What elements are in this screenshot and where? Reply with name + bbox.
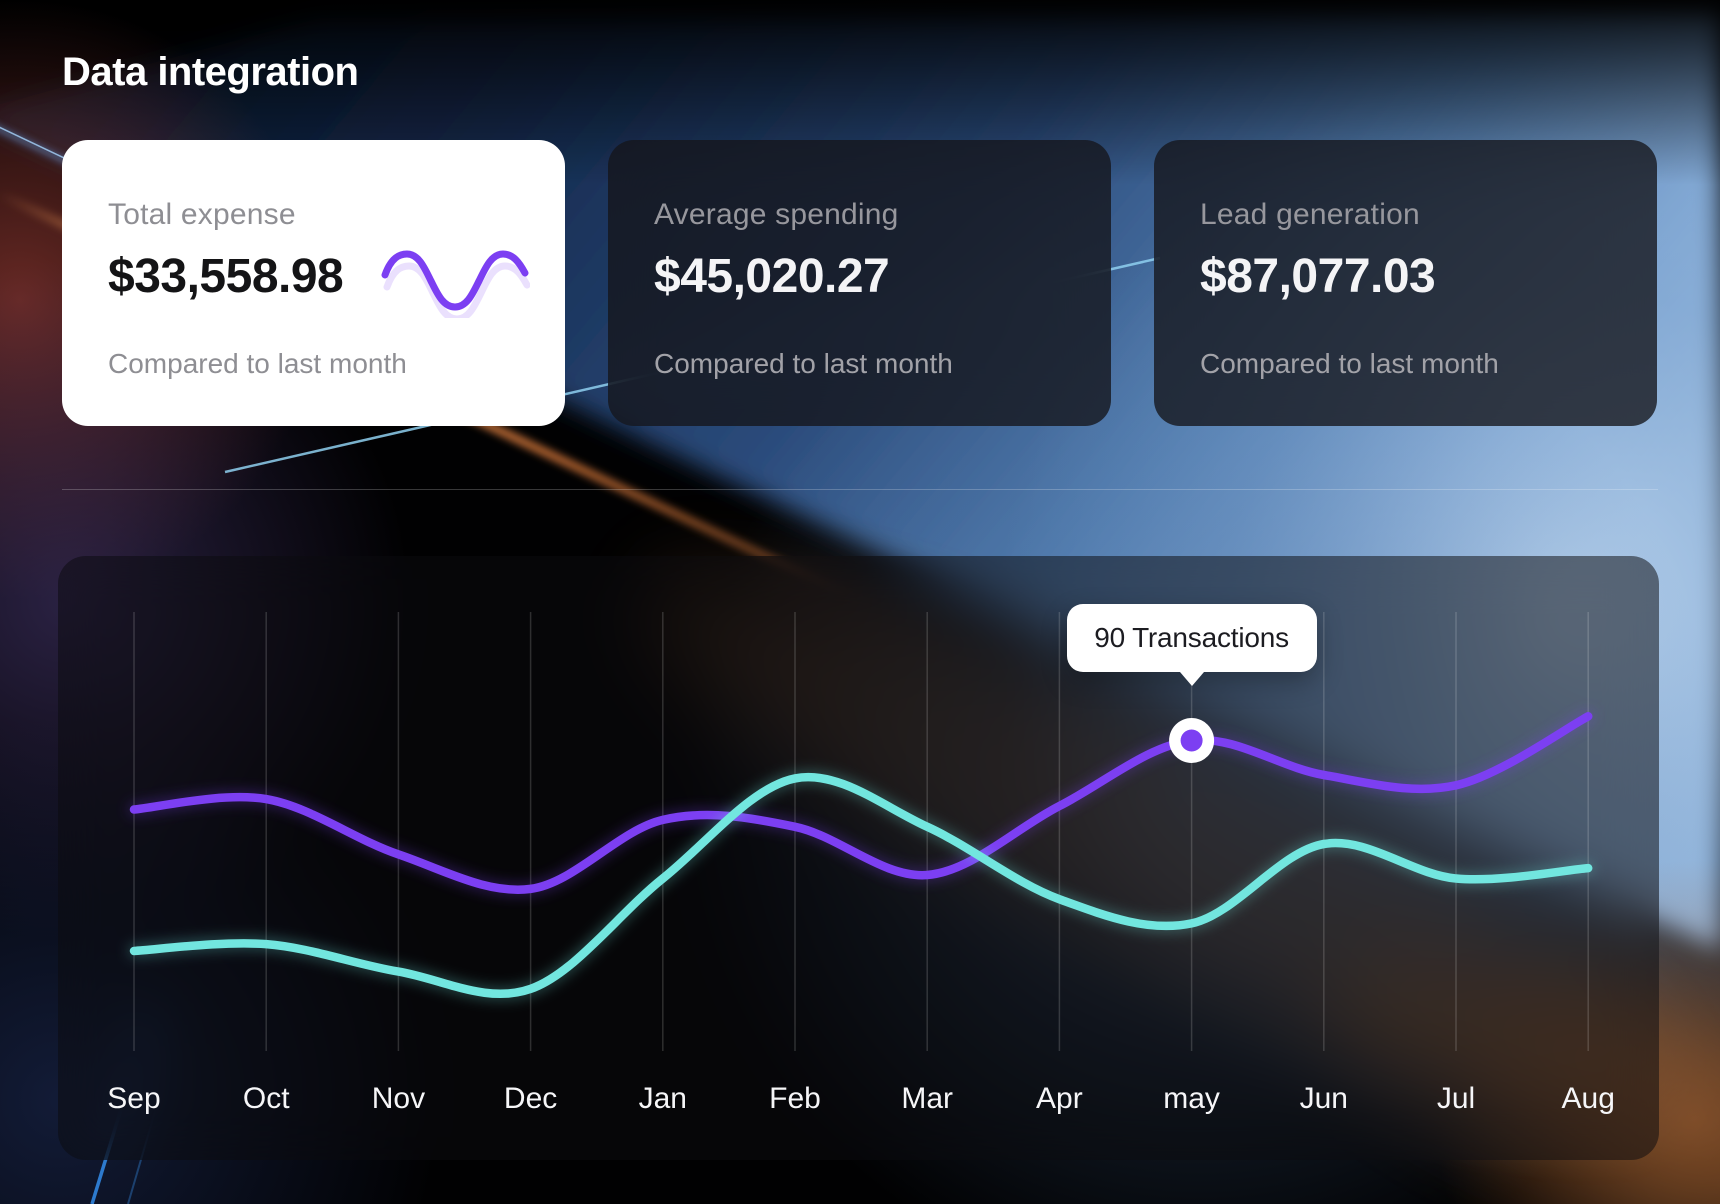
x-axis-label: may xyxy=(1163,1082,1220,1115)
stat-card-value: $87,077.03 xyxy=(1200,249,1436,303)
series-group xyxy=(128,710,1594,1000)
stat-card-total-expense: Total expense $33,558.98 Compared to las… xyxy=(62,140,565,426)
active-point-marker[interactable] xyxy=(1169,718,1215,763)
x-axis-label: Mar xyxy=(901,1082,953,1115)
stat-card-title: Average spending xyxy=(654,198,899,231)
x-axis-label: Aug xyxy=(1562,1082,1615,1115)
stat-card-subtitle: Compared to last month xyxy=(1200,347,1499,379)
x-axis-labels-group: Sep Oct Nov Dec Jan Feb Mar Apr may Jun Jul Aug xyxy=(107,1082,1615,1115)
x-axis-label: Oct xyxy=(243,1082,290,1115)
x-axis-label: Nov xyxy=(372,1082,425,1115)
stat-card-value: $45,020.27 xyxy=(654,249,890,303)
x-axis-label: Sep xyxy=(107,1082,160,1115)
x-axis-label: Jan xyxy=(639,1082,687,1115)
chart-tooltip: 90 Transactions xyxy=(1066,604,1317,686)
tooltip-label: 90 Transactions xyxy=(1094,622,1289,653)
series-line-cyan xyxy=(129,772,1593,999)
x-axis-label: Dec xyxy=(504,1082,557,1115)
stat-card-value: $33,558.98 xyxy=(108,249,344,303)
stat-card-subtitle: Compared to last month xyxy=(108,347,407,379)
sine-wave-sparkline-icon xyxy=(381,250,530,318)
stat-cards-row: Total expense $33,558.98 Compared to las… xyxy=(62,140,1657,426)
stat-card-subtitle: Compared to last month xyxy=(654,347,953,379)
x-axis-label: Feb xyxy=(769,1082,821,1115)
tooltip-caret-icon xyxy=(1179,672,1204,686)
series-line-glow-purple xyxy=(128,710,1594,896)
series-line-purple xyxy=(129,712,1593,894)
x-axis-label: Apr xyxy=(1036,1082,1083,1115)
stat-card-title: Lead generation xyxy=(1200,198,1420,231)
x-axis-label: Jul xyxy=(1437,1082,1475,1115)
chart-svg[interactable]: Sep Oct Nov Dec Jan Feb Mar Apr may Jun Jul Aug xyxy=(58,556,1659,1160)
section-divider xyxy=(62,489,1658,490)
stat-card-lead-generation: Lead generation $87,077.03 Compared to l… xyxy=(1154,140,1657,426)
transactions-chart-card: Sep Oct Nov Dec Jan Feb Mar Apr may Jun Jul Aug 90 … xyxy=(58,556,1659,1160)
x-axis-label: Jun xyxy=(1300,1082,1348,1115)
page-title: Data integration xyxy=(62,50,359,94)
stat-card-title: Total expense xyxy=(108,198,296,231)
stat-card-average-spending: Average spending $45,020.27 Compared to … xyxy=(608,140,1111,426)
